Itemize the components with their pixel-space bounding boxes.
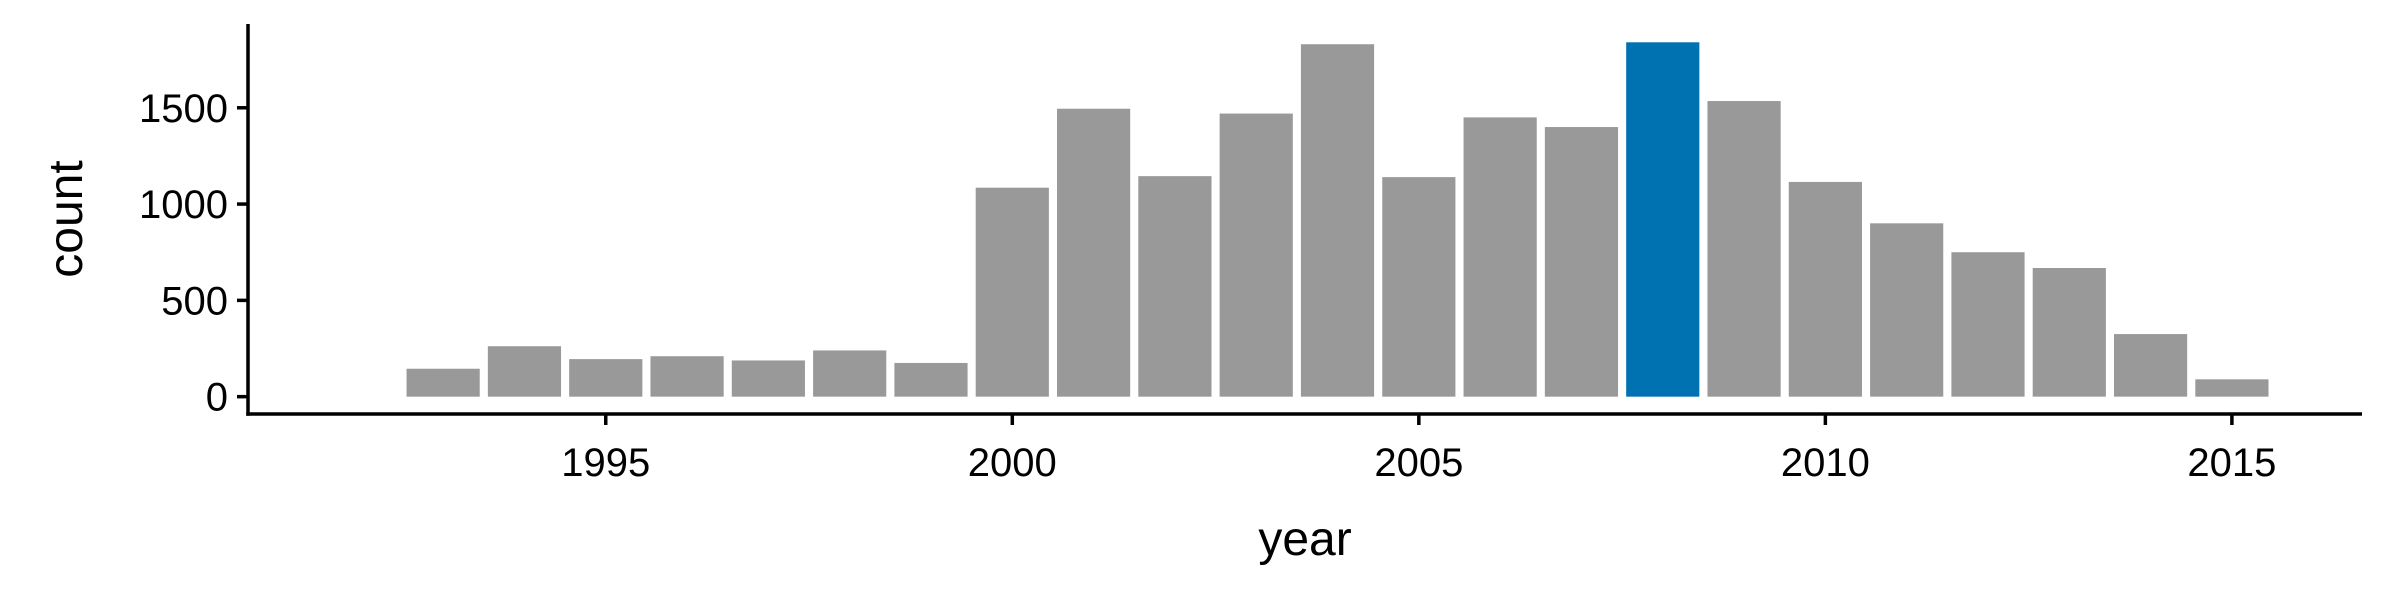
y-axis-title: count [40, 160, 93, 277]
bar-1997 [731, 360, 805, 397]
bar-2004 [1300, 44, 1375, 397]
bar-1993 [406, 368, 480, 397]
y-tick-label: 1500 [139, 87, 228, 131]
y-tick-label: 1000 [139, 183, 228, 227]
x-tick-label: 2015 [2187, 441, 2276, 485]
bar-2002 [1138, 176, 1212, 397]
y-tick-label: 500 [161, 279, 228, 323]
y-axis-ticks: 0 500 1000 1500 [139, 87, 248, 420]
y-tick-label: 0 [206, 376, 228, 420]
bar-2001 [1057, 108, 1131, 397]
bar-1996 [650, 356, 724, 397]
bar-2014 [2114, 334, 2188, 397]
bar-1998 [813, 350, 887, 397]
x-axis-title: year [1258, 513, 1351, 566]
bar-2003 [1219, 113, 1293, 397]
bar-2015 [2195, 379, 2269, 397]
bar-2008 [1626, 42, 1700, 397]
bar-1999 [894, 362, 968, 397]
bar-1994 [487, 346, 562, 397]
bar-2011 [1870, 223, 1944, 397]
bar-2009 [1707, 101, 1781, 397]
bar-2010 [1788, 181, 1862, 397]
bar-2000 [975, 187, 1049, 397]
x-tick-label: 2010 [1781, 441, 1870, 485]
bar-2005 [1382, 177, 1456, 397]
bar-2013 [2032, 268, 2106, 397]
x-tick-label: 2005 [1374, 441, 1463, 485]
bar-2007 [1544, 127, 1619, 397]
bar-1995 [569, 359, 643, 397]
bar-2012 [1951, 252, 2025, 397]
x-tick-label: 1995 [561, 441, 650, 485]
x-axis-ticks: 1995 2000 2005 2010 2015 [561, 414, 2276, 485]
bars-group [406, 42, 2269, 397]
x-tick-label: 2000 [968, 441, 1057, 485]
bar-2006 [1463, 117, 1537, 397]
